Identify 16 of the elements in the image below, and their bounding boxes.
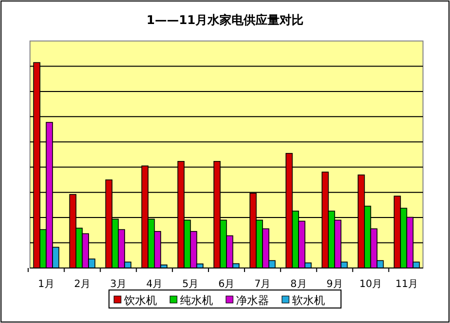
x-tick-label: 5月	[182, 279, 199, 290]
x-tick-label: 6月	[218, 279, 235, 290]
x-tick-label: 2月	[74, 279, 90, 290]
x-tick-label: 3月	[110, 279, 127, 290]
x-tick-label: 11月	[395, 279, 418, 290]
x-tick-label: 10月	[359, 279, 382, 290]
x-tick-label: 7月	[254, 279, 271, 290]
x-tick-label: 8月	[290, 279, 307, 290]
legend-label: 净水器	[236, 294, 269, 307]
x-tick-label: 4月	[146, 279, 163, 290]
legend-label: 纯水机	[180, 294, 213, 307]
legend-label: 软水机	[292, 294, 325, 307]
x-tick-label: 1月	[38, 279, 54, 290]
chart-title: 1——11月水家电供应量对比	[146, 13, 304, 27]
x-tick-label: 9月	[326, 279, 343, 290]
legend-label: 饮水机	[123, 294, 157, 307]
